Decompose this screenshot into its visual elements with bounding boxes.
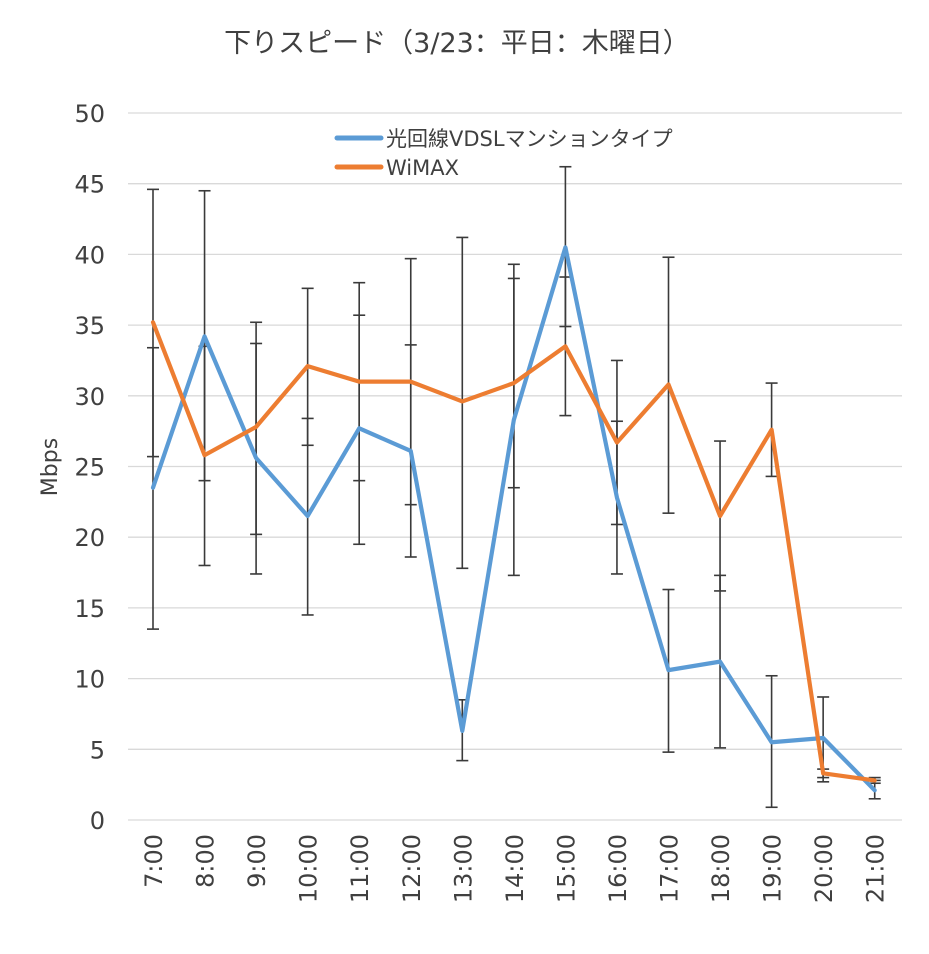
x-tick-label: 12:00 xyxy=(398,834,426,903)
y-tick-label: 25 xyxy=(74,454,105,482)
y-tick-label: 5 xyxy=(90,736,105,764)
x-tick-label: 15:00 xyxy=(552,834,580,903)
x-tick-label: 19:00 xyxy=(759,834,787,903)
x-tick-label: 20:00 xyxy=(810,834,838,903)
error-bar xyxy=(507,263,520,489)
legend: 光回線VDSLマンションタイプ WiMAX xyxy=(334,127,673,180)
x-tick-label: 21:00 xyxy=(862,834,890,903)
error-bars xyxy=(147,165,881,809)
x-tick-label: 13:00 xyxy=(449,834,477,903)
x-tick-label: 9:00 xyxy=(243,834,271,888)
y-tick-label: 35 xyxy=(74,312,105,340)
y-tick-label: 30 xyxy=(74,383,105,411)
y-tick-label: 10 xyxy=(74,666,105,694)
x-tick-label: 8:00 xyxy=(192,834,220,888)
x-tick-label: 10:00 xyxy=(295,834,323,903)
chart-title: 下りスピード（3/23：平日：木曜日） xyxy=(224,28,690,59)
series-lines xyxy=(150,245,877,793)
x-tick-label: 17:00 xyxy=(656,834,684,903)
gridlines xyxy=(128,112,902,821)
x-tick-label: 18:00 xyxy=(707,834,735,903)
x-tick-label: 11:00 xyxy=(346,834,374,903)
y-tick-label: 20 xyxy=(74,524,105,552)
y-tick-label: 45 xyxy=(74,171,105,199)
error-bar xyxy=(250,321,263,575)
x-axis-ticks: 7:00 8:00 9:00 10:00 11:00 12:00 13:00 14:00 15:… xyxy=(140,834,890,903)
series-line-vdsl xyxy=(150,245,877,793)
legend-label-wimax: WiMAX xyxy=(386,156,459,180)
series-line-wimax xyxy=(150,320,877,783)
x-tick-label: 7:00 xyxy=(140,834,168,888)
y-axis-ticks: 0 5 10 15 20 25 30 35 40 45 50 xyxy=(74,100,105,835)
y-tick-label: 40 xyxy=(74,241,105,269)
x-tick-label: 14:00 xyxy=(501,834,529,903)
legend-label-vdsl: 光回線VDSLマンションタイプ xyxy=(386,127,673,151)
y-tick-label: 50 xyxy=(74,100,105,128)
y-tick-label: 0 xyxy=(90,807,105,835)
y-tick-label: 15 xyxy=(74,595,105,623)
y-axis-label: Mbps xyxy=(38,438,63,496)
x-tick-label: 16:00 xyxy=(604,834,632,903)
